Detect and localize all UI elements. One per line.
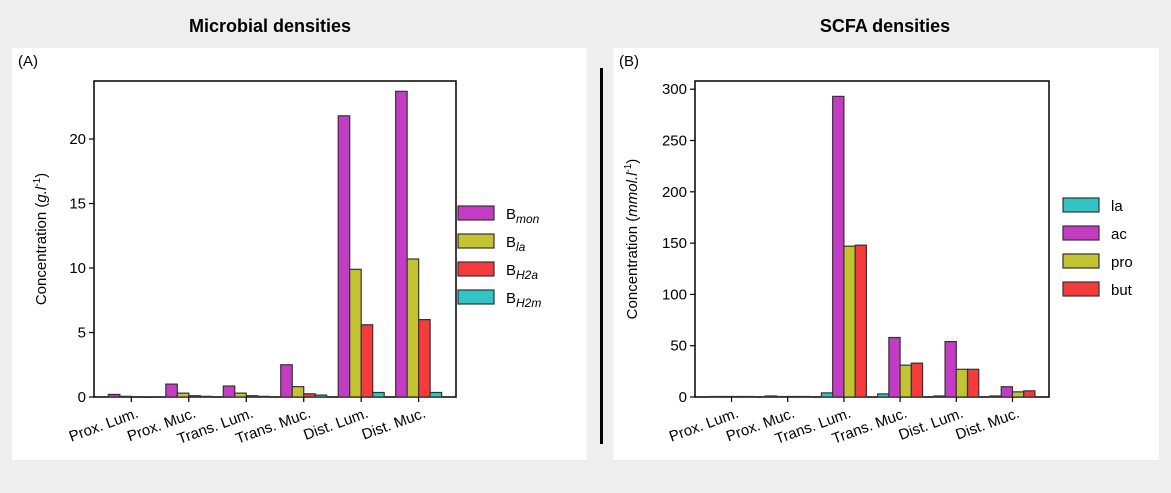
bar-pro (899, 364, 912, 398)
bar-but (1023, 390, 1036, 398)
bar-ac (719, 395, 733, 398)
legend-swatch (457, 233, 495, 249)
bar-bh2m (314, 394, 328, 398)
bar-bmon (107, 393, 121, 398)
panel-divider (600, 68, 603, 444)
legend-swatch (457, 261, 495, 277)
bar-pro (730, 395, 744, 398)
legend-swatch (457, 289, 495, 305)
legend-swatch (1062, 197, 1100, 213)
bar-bh2a (130, 396, 144, 398)
bar-la (989, 395, 1002, 398)
x-tick-label: Dist. Lum. (301, 405, 370, 444)
legend-label: Bla (506, 234, 526, 254)
bar-pro (1011, 391, 1025, 398)
bar-bla (234, 392, 247, 398)
bar-pro (843, 245, 856, 398)
bar-ac (775, 395, 789, 398)
y-tick-label: 0 (78, 389, 86, 406)
bar-ac (888, 336, 901, 398)
y-axis-label: Concentration (mmol.l-1) (623, 159, 641, 320)
bar-bla (349, 268, 362, 398)
bar-bla (119, 395, 132, 398)
y-tick-label: 20 (69, 131, 86, 148)
plot-frame (93, 80, 457, 398)
y-tick-label: 300 (662, 81, 687, 98)
legend-label: BH2m (506, 290, 541, 310)
bar-bla (406, 258, 420, 398)
legend-swatch (1062, 253, 1100, 269)
left-chart-card: (A) 0 5 10 15 20 Concentration (g.l-1) Prox. Lu… (12, 48, 587, 460)
bar-bh2m (199, 395, 213, 398)
y-axis-label: Concentration (g.l-1) (32, 173, 50, 305)
bar-bmon (222, 385, 236, 398)
legend-label: la (1111, 198, 1123, 215)
legend-label: but (1111, 282, 1133, 299)
bar-but (854, 244, 867, 398)
y-tick-label: 5 (78, 325, 86, 342)
y-tick-label: 200 (662, 184, 687, 201)
panel-label: (A) (18, 53, 38, 70)
y-tick-label: 15 (69, 196, 86, 213)
bar-la (933, 395, 946, 398)
x-tick-label: Dist. Muc. (953, 405, 1021, 444)
bar-bh2m (372, 391, 385, 398)
x-tick-label: Dist. Muc. (360, 405, 428, 444)
bar-bh2a (303, 393, 316, 398)
bar-bh2a (418, 319, 431, 398)
bar-bh2m (142, 396, 155, 398)
right-chart-card: (B) 0 50 100 150 200 250 300 Concentration (mmol… (613, 48, 1159, 460)
bar-but (910, 362, 924, 398)
legend-swatch (457, 205, 495, 221)
bar-pro (787, 395, 800, 398)
bar-la (764, 395, 778, 398)
bar-bmon (337, 115, 351, 398)
legend-label: Bmon (506, 206, 540, 226)
legend-label: BH2a (506, 262, 538, 282)
bar-but (798, 395, 811, 398)
bar-bmon (280, 364, 293, 398)
x-tick-label: Dist. Lum. (896, 405, 965, 444)
bar-bh2m (429, 391, 443, 398)
bar-bh2m (257, 395, 270, 398)
y-tick-label: 10 (69, 260, 86, 277)
y-tick-label: 100 (662, 286, 687, 303)
bar-ac (1000, 386, 1014, 398)
bar-la (877, 393, 890, 398)
bar-bmon (165, 383, 178, 398)
bar-bh2a (188, 395, 201, 398)
bar-ac (944, 340, 957, 398)
plot-frame (694, 80, 1050, 398)
bar-bh2a (360, 324, 374, 398)
y-tick-label: 0 (679, 389, 687, 406)
panel-label: (B) (619, 53, 639, 70)
bar-bmon (395, 90, 408, 398)
bar-ac (832, 95, 845, 398)
legend-swatch (1062, 281, 1100, 297)
bar-la (708, 395, 721, 398)
legend-label: pro (1111, 254, 1133, 271)
y-tick-label: 50 (670, 338, 687, 355)
bar-bla (291, 386, 305, 398)
bar-pro (955, 368, 969, 398)
right-panel-title: SCFA densities (819, 16, 951, 36)
bar-but (966, 368, 980, 398)
y-tick-label: 150 (662, 235, 687, 252)
bar-bh2a (245, 395, 259, 398)
y-tick-label: 250 (662, 133, 687, 150)
left-panel-title: Microbial densities (188, 16, 352, 36)
scfa-densities-chart: (B) 0 50 100 150 200 250 300 Concentration (mmol… (619, 53, 1133, 448)
legend-swatch (1062, 225, 1100, 241)
bar-bla (176, 392, 190, 398)
bar-but (742, 395, 755, 398)
bar-la (820, 392, 834, 398)
legend-label: ac (1111, 226, 1127, 243)
